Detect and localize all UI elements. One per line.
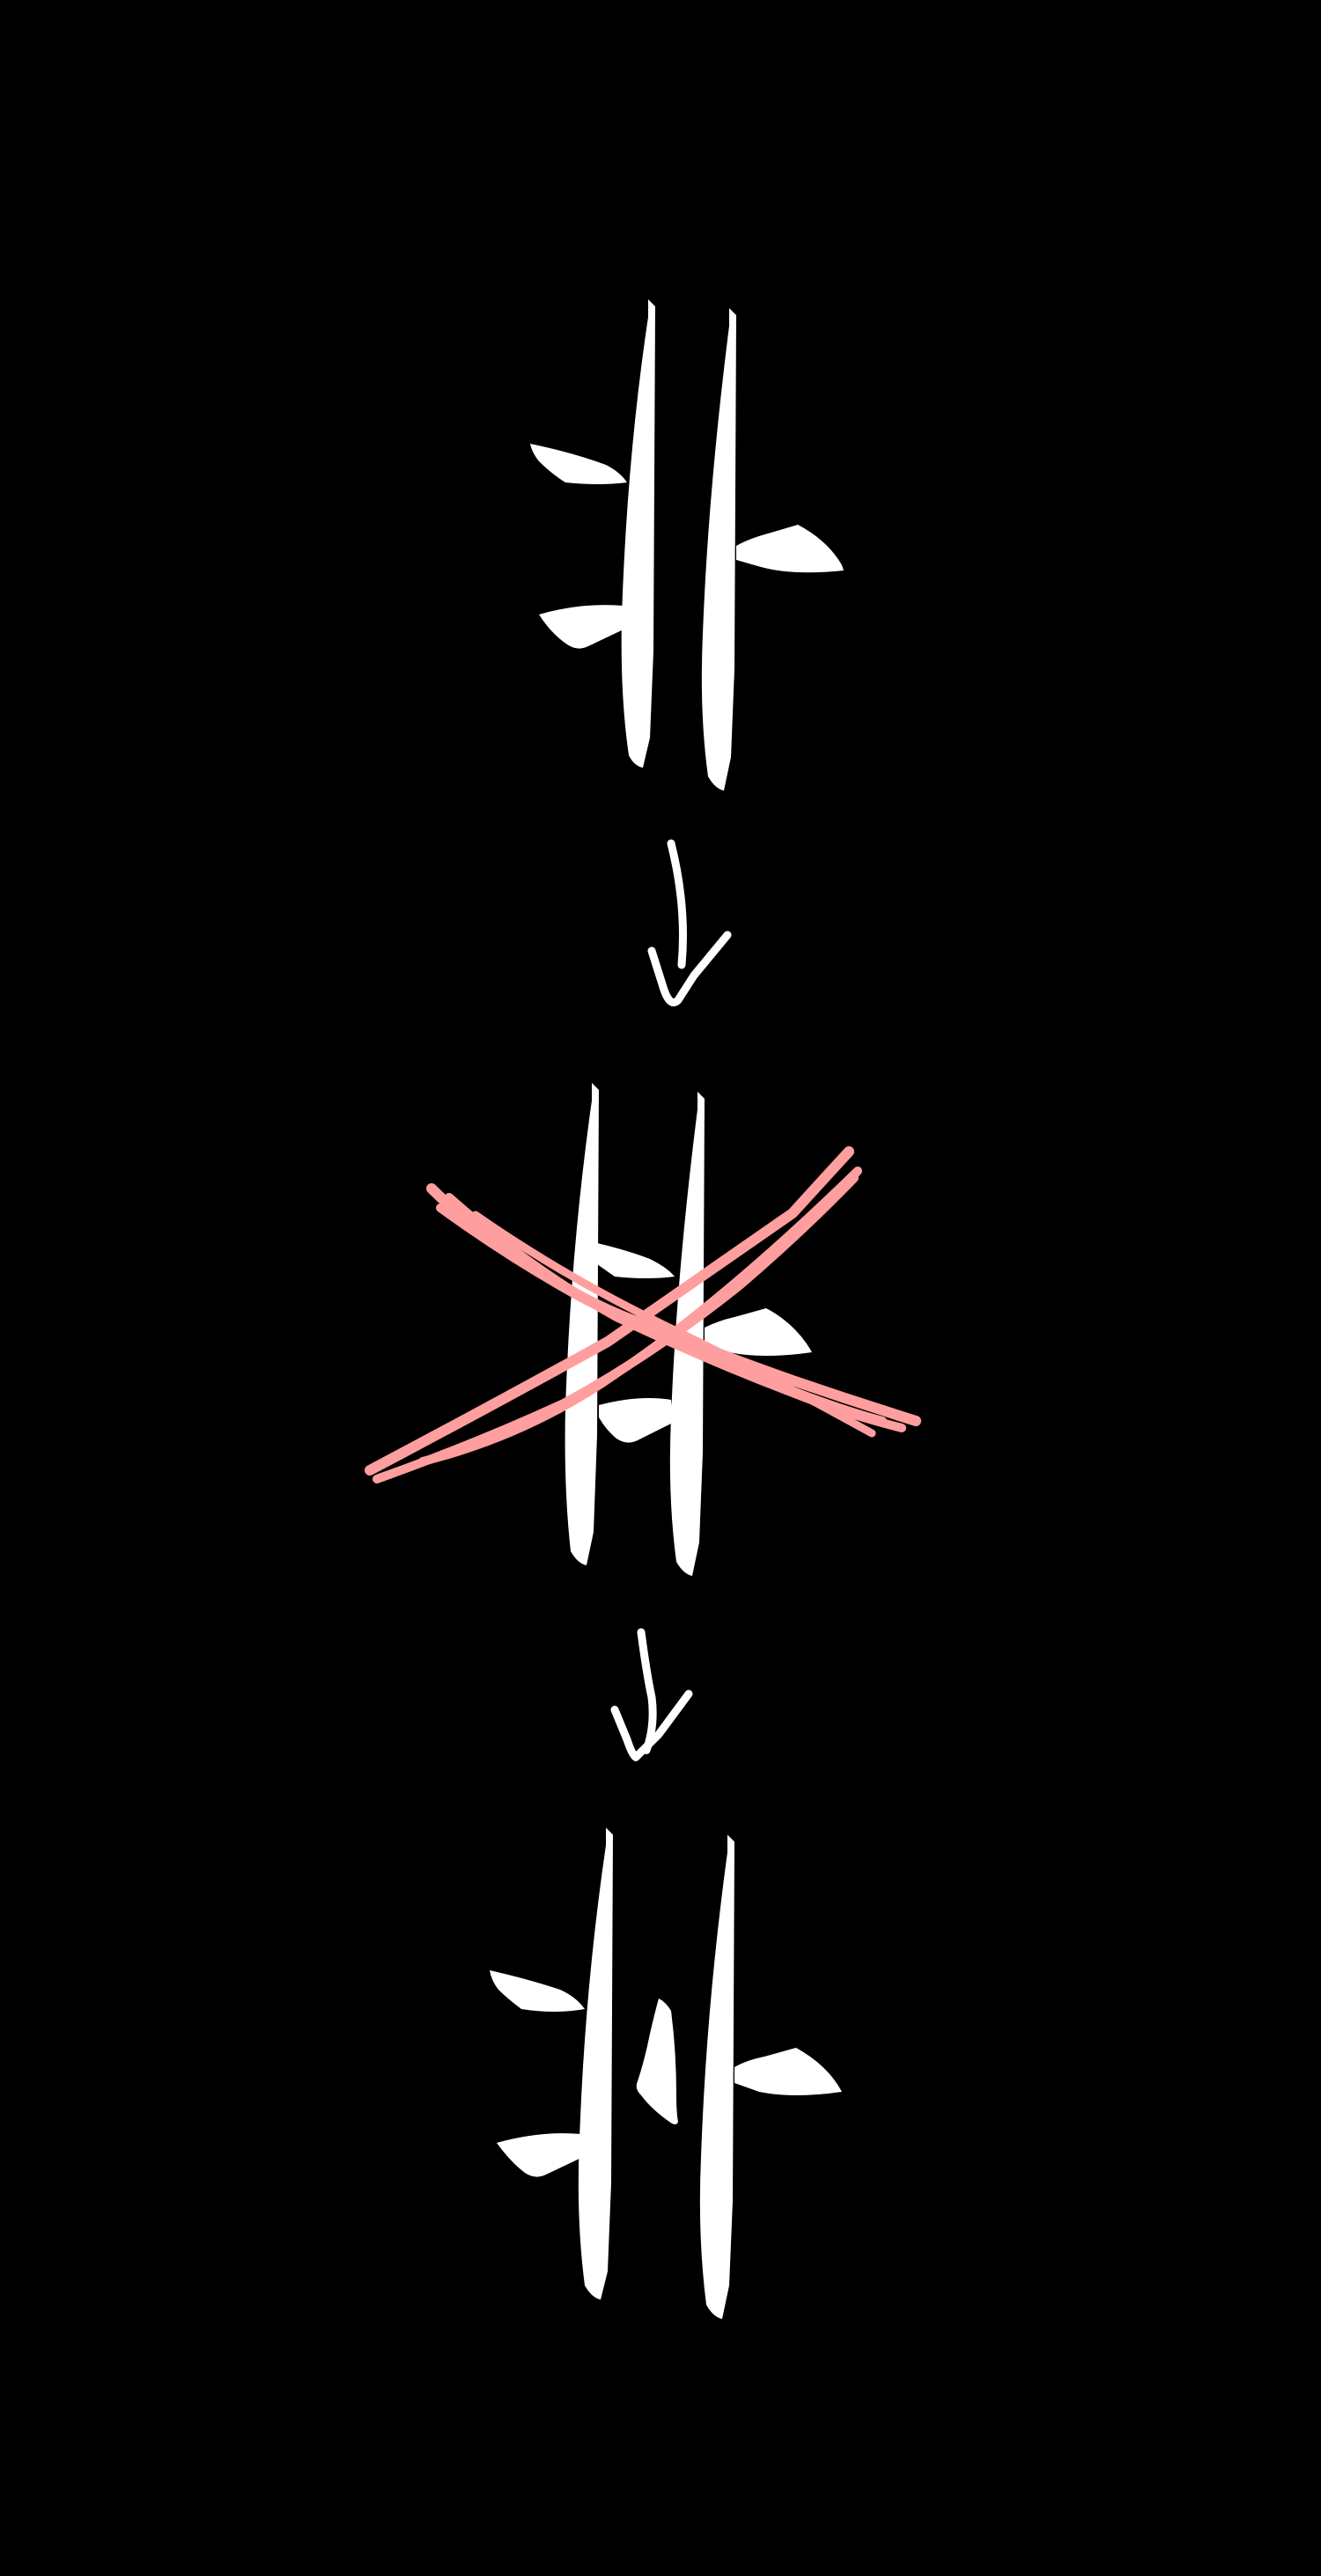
down-arrow-icon bbox=[647, 839, 732, 1007]
arrow-down-2 bbox=[610, 1628, 693, 1762]
original-glyph bbox=[530, 299, 844, 791]
cross-out-stroke-1 bbox=[365, 1146, 854, 1476]
glyph1-lower-left-tick bbox=[539, 605, 625, 649]
glyph3-middle-dot bbox=[636, 1998, 678, 2124]
glyph1-right-vertical-stroke bbox=[701, 308, 736, 791]
cross-out-mark bbox=[365, 1146, 921, 1483]
glyph2-lower-tick bbox=[599, 1398, 673, 1443]
corrected-glyph bbox=[490, 1828, 842, 2319]
arrow-down-1 bbox=[647, 839, 732, 1007]
glyph2-left-vertical-stroke bbox=[565, 1083, 599, 1565]
glyph3-right-vertical-stroke bbox=[699, 1835, 734, 2319]
glyph3-left-vertical-stroke bbox=[578, 1828, 613, 2300]
glyph1-right-dot bbox=[736, 525, 844, 573]
crossed-out-glyph bbox=[365, 1083, 921, 1576]
glyph3-lower-left-tick bbox=[497, 2133, 583, 2177]
glyph3-right-dot bbox=[734, 2048, 842, 2095]
cross-out-stroke-7 bbox=[471, 1211, 876, 1438]
glyph3-upper-left-dot bbox=[490, 1970, 585, 2012]
glyph2-upper-dot bbox=[597, 1243, 675, 1278]
cross-out-stroke-3 bbox=[418, 1167, 862, 1466]
glyph1-upper-left-dot bbox=[530, 444, 627, 484]
glyph1-left-vertical-stroke bbox=[621, 299, 655, 768]
glyph2-right-dot bbox=[705, 1308, 812, 1356]
down-arrow-icon bbox=[610, 1628, 693, 1762]
